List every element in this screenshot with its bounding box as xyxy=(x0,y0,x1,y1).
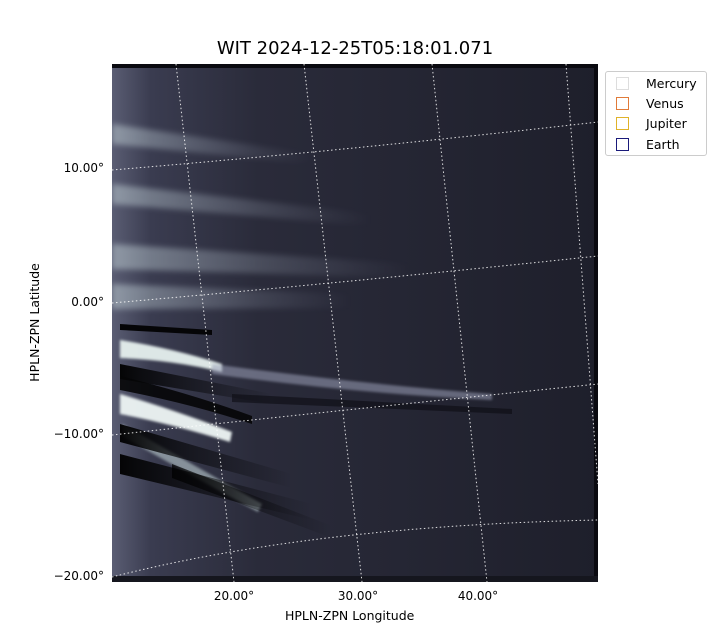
upper-faint-streaks xyxy=(112,124,412,309)
image-top-strip xyxy=(112,64,598,68)
legend: Mercury Venus Jupiter Earth xyxy=(605,71,707,156)
y-tick-label: −20.00° xyxy=(53,569,104,583)
legend-swatch xyxy=(616,76,629,90)
legend-label: Venus xyxy=(646,95,684,111)
legend-swatch xyxy=(616,116,629,130)
legend-item-jupiter: Jupiter xyxy=(616,115,687,131)
dark-streaks xyxy=(120,324,512,538)
legend-label: Mercury xyxy=(646,75,697,91)
y-axis-title: HPLN-ZPN Latitude xyxy=(26,263,42,382)
legend-item-venus: Venus xyxy=(616,95,684,111)
legend-item-earth: Earth xyxy=(616,136,680,152)
x-tick-label: 20.00° xyxy=(213,589,255,603)
y-tick-label: −10.00° xyxy=(53,427,104,441)
y-tick-label: 0.00° xyxy=(71,295,104,309)
legend-label: Earth xyxy=(646,136,680,152)
x-axis-title: HPLN-ZPN Longitude xyxy=(285,608,415,623)
x-tick-label: 40.00° xyxy=(457,589,499,603)
plot-title: WIT 2024-12-25T05:18:01.071 xyxy=(216,38,494,59)
coordinate-grid xyxy=(112,64,598,582)
legend-item-mercury: Mercury xyxy=(616,75,697,91)
heliospheric-image xyxy=(112,64,598,582)
legend-label: Jupiter xyxy=(646,115,687,131)
image-right-strip xyxy=(594,64,598,582)
x-tick-label: 30.00° xyxy=(337,589,379,603)
legend-swatch xyxy=(616,96,629,110)
legend-swatch xyxy=(616,137,629,151)
y-tick-label: 10.00° xyxy=(63,161,104,175)
image-bottom-strip xyxy=(112,576,598,582)
